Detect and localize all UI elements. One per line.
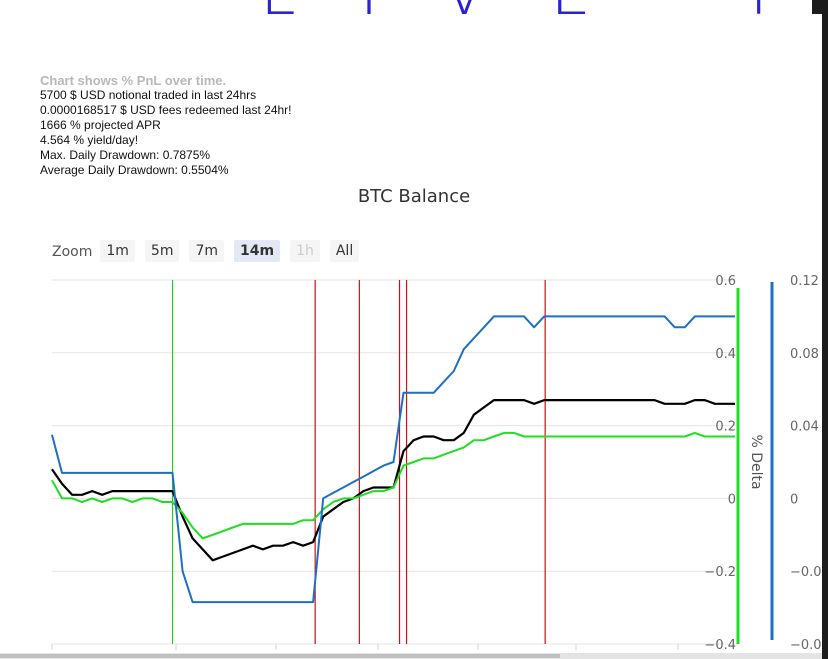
stats-panel: Chart shows % PnL over time. 5700 $ USD … [40, 73, 292, 178]
series-line-0 [51, 399, 735, 562]
left-tick-label-2: 0.2 [715, 420, 736, 435]
stat-avg-drawdown: Average Daily Drawdown: 0.5504% [40, 163, 229, 177]
window-edge-right [822, 0, 828, 659]
zoom-1h-button: 1h [290, 240, 320, 262]
series-line-1 [51, 431, 735, 540]
zoom-7m-button[interactable]: 7m [189, 240, 224, 262]
stat-apr: 1666 % projected APR [40, 118, 161, 132]
right-tick-label-4: −0.04 [790, 565, 822, 580]
right-axis-title: % Delta [748, 434, 764, 489]
zoom-controls: Zoom 1m 5m 7m 14m 1h All [52, 238, 369, 264]
scrollbar-thumb[interactable] [0, 654, 560, 658]
stat-notional: 5700 $ USD notional traded in last 24hrs [40, 88, 257, 102]
left-tick-label-3: 0 [728, 492, 736, 507]
right-tick-label-2: 0.04 [790, 420, 819, 435]
stat-yield: 4.564 % yield/day! [40, 133, 139, 147]
right-tick-label-0: 0.12 [790, 274, 819, 289]
banner-text: LIVE TRADE [260, 0, 828, 16]
zoom-5m-button[interactable]: 5m [144, 240, 180, 262]
banner: LIVE TRADE [0, 0, 828, 16]
stat-fees: 0.0000168517 $ USD fees redeemed last 24… [40, 103, 292, 117]
series-line-2 [51, 315, 735, 604]
chart-title: BTC Balance [357, 186, 471, 207]
zoom-all-button[interactable]: All [329, 240, 360, 262]
right-tick-label-1: 0.08 [790, 347, 819, 362]
btc-balance-chart: 0.6 0.4 0.2 0 −0.2 −0.4 0.12 0.08 0.04 0 −0.04 −0.0… [51, 274, 822, 653]
stat-max-drawdown: Max. Daily Drawdown: 0.7875% [40, 148, 211, 162]
stats-lead: Chart shows % PnL over time. [40, 73, 227, 88]
left-tick-label-4: −0.2 [704, 565, 736, 580]
left-tick-label-1: 0.4 [715, 347, 736, 362]
right-tick-label-3: 0 [790, 492, 798, 507]
zoom-1m-button[interactable]: 1m [100, 240, 135, 262]
left-tick-label-5: −0.4 [704, 638, 736, 653]
zoom-label: Zoom [52, 244, 93, 260]
zoom-14m-button[interactable]: 14m [234, 240, 281, 262]
left-tick-label-0: 0.6 [715, 274, 736, 289]
horizontal-scrollbar[interactable] [0, 653, 822, 659]
right-tick-label-5: −0.08 [790, 638, 822, 653]
